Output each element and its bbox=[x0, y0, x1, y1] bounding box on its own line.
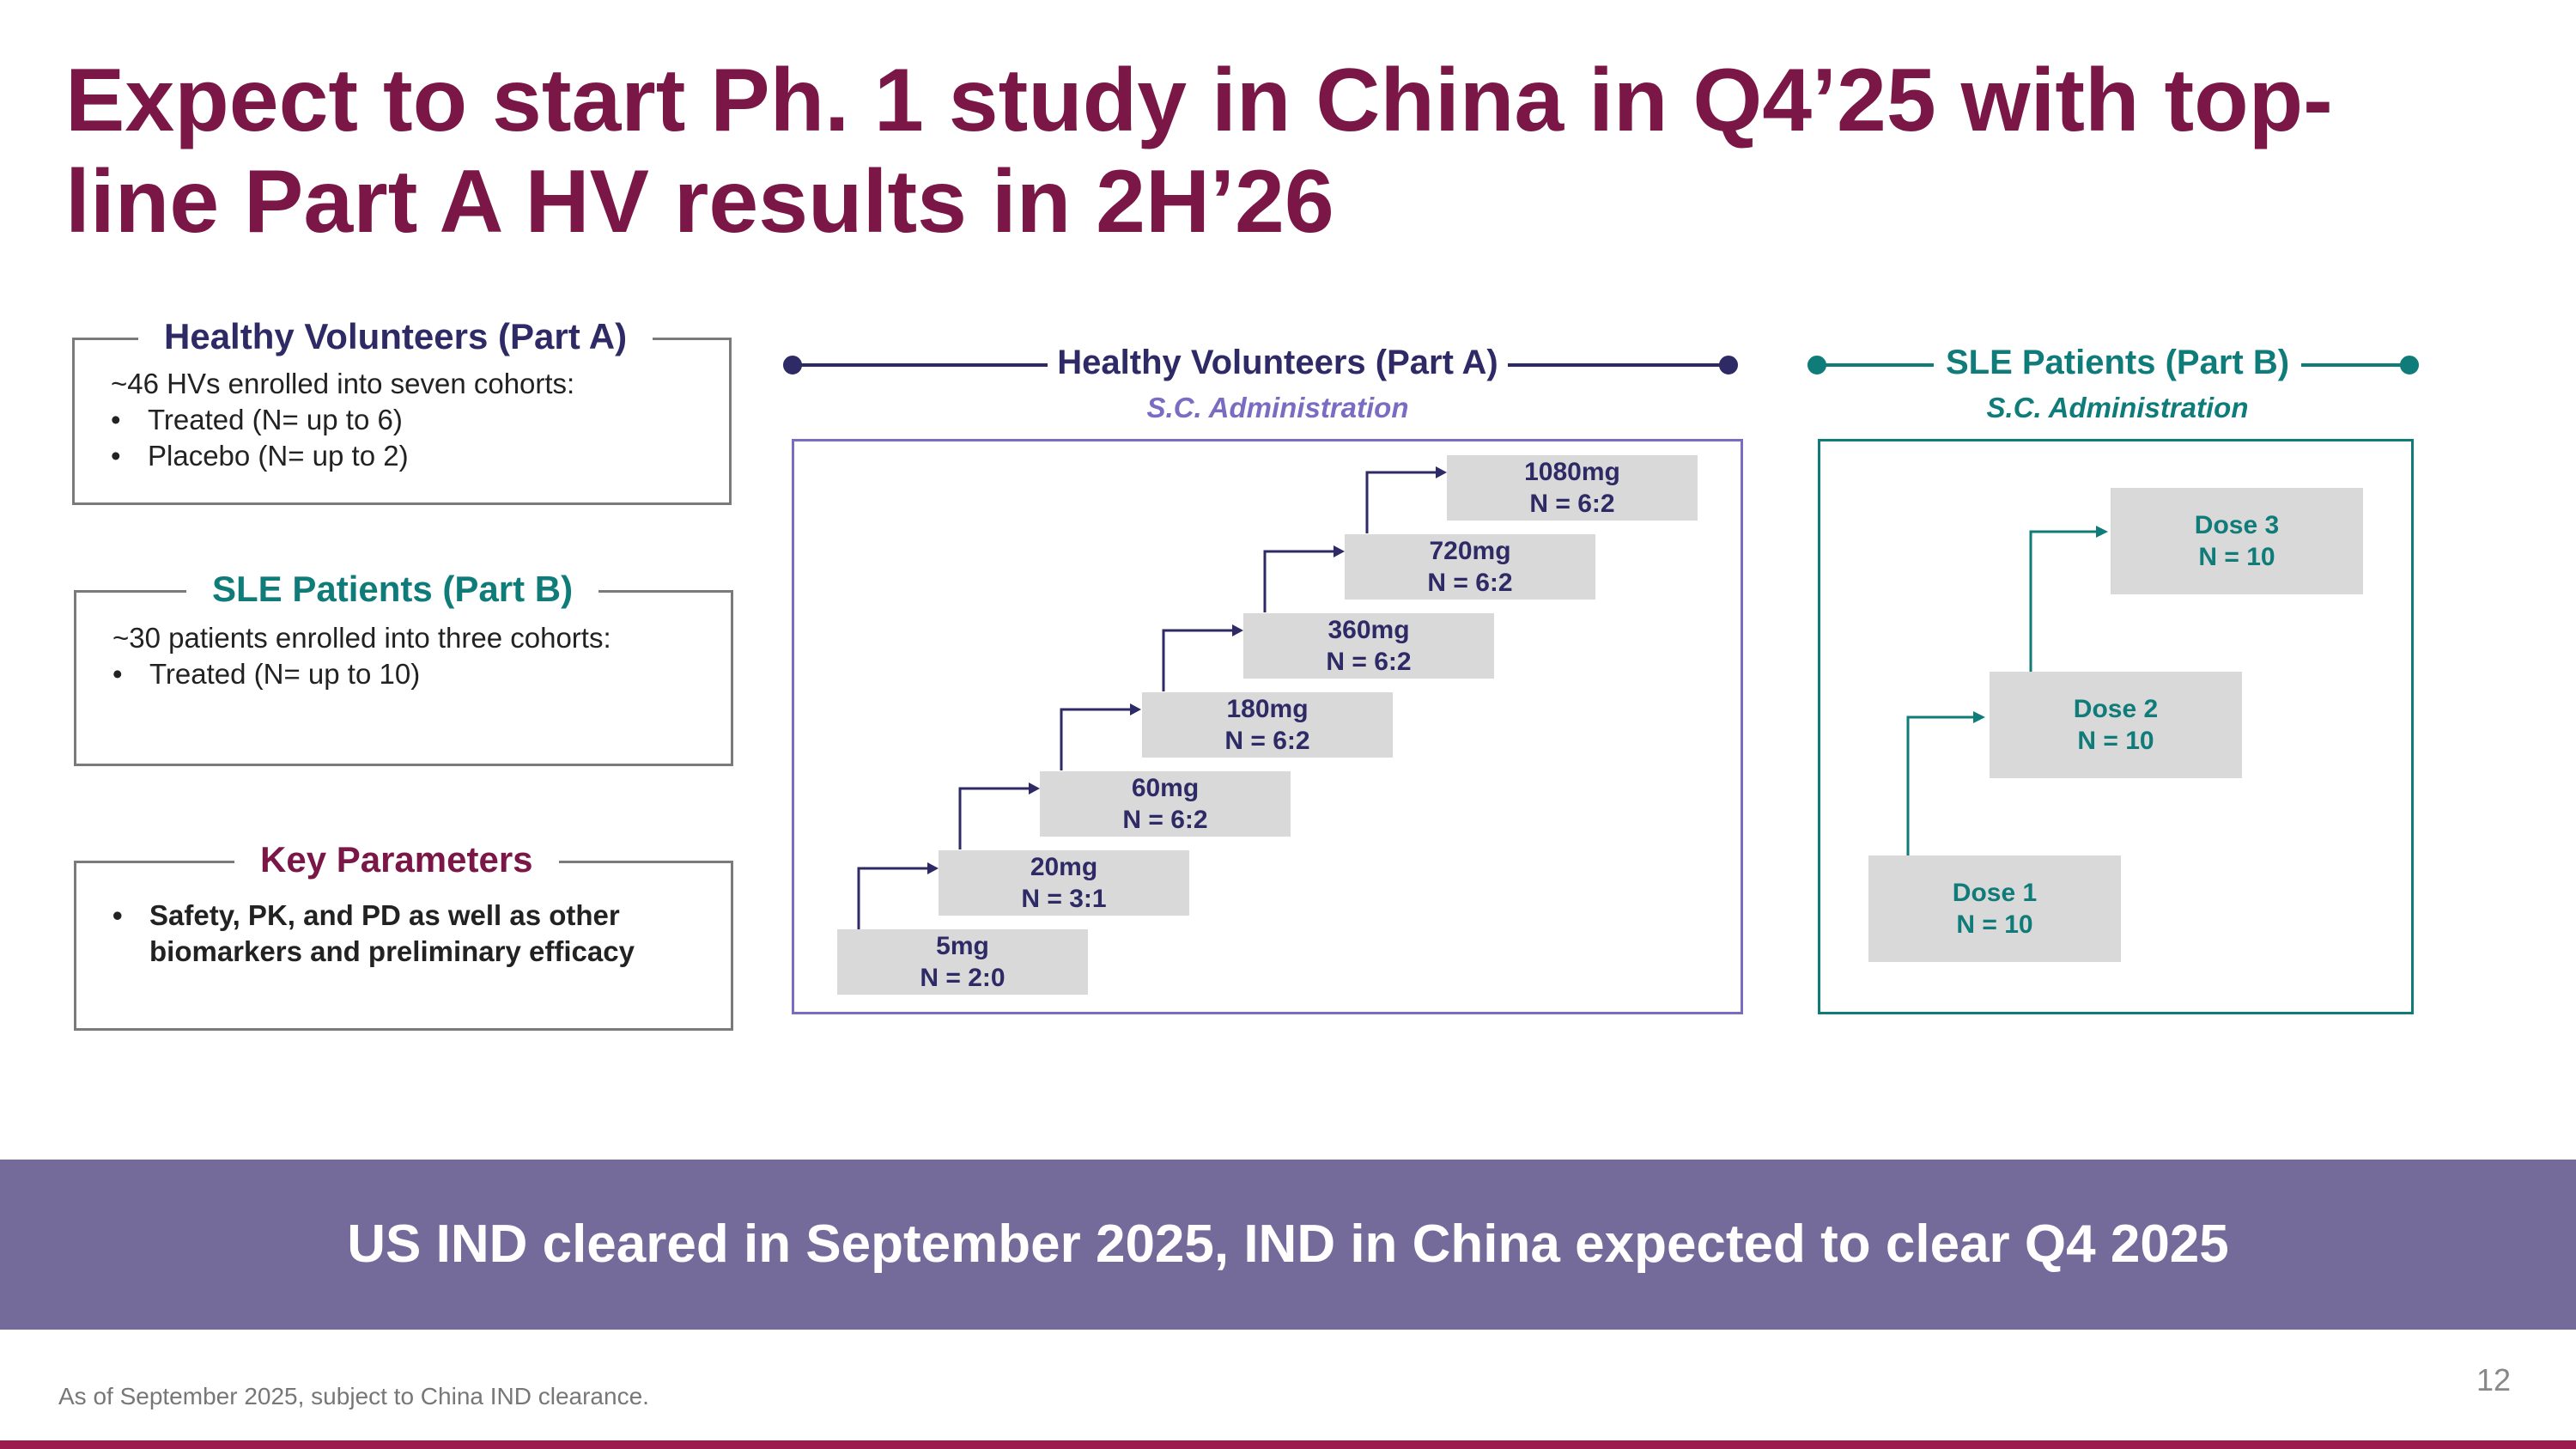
sle-cohort-dose-2: Dose 2 N = 10 bbox=[1990, 672, 2242, 778]
sle-header-dot-right bbox=[2400, 356, 2419, 374]
hv-cohort-n: N = 2:0 bbox=[920, 964, 1005, 992]
hv-cohort-dose: 20mg bbox=[1030, 853, 1098, 881]
hv-arrowhead bbox=[1436, 466, 1447, 478]
hv-header-dot-left bbox=[783, 356, 802, 374]
hv-info-bullet: Placebo (N= up to 2) bbox=[111, 438, 574, 474]
hv-arrowhead bbox=[927, 862, 939, 874]
hv-cohort-dose: 1080mg bbox=[1524, 458, 1620, 486]
sle-step-arrow bbox=[2029, 530, 2098, 672]
hv-cohort-n: N = 6:2 bbox=[1427, 569, 1513, 597]
sle-info-intro: ~30 patients enrolled into three cohorts… bbox=[112, 622, 611, 654]
params-bullet: Safety, PK, and PD as well as other biom… bbox=[112, 898, 696, 970]
hv-cohort-dose: 180mg bbox=[1226, 695, 1309, 723]
hv-cohort-60mg: 60mg N = 6:2 bbox=[1040, 771, 1291, 837]
hv-step-arrow bbox=[1263, 550, 1336, 612]
hv-cohort-dose: 720mg bbox=[1429, 537, 1511, 565]
hv-info-heading: Healthy Volunteers (Part A) bbox=[138, 314, 653, 359]
sle-cohort-n: N = 10 bbox=[2198, 543, 2275, 571]
hv-info-panel: Healthy Volunteers (Part A) ~46 HVs enro… bbox=[72, 314, 732, 505]
slide-title: Expect to start Ph. 1 study in China in … bbox=[65, 51, 2333, 252]
sle-arrowhead bbox=[1973, 711, 1985, 723]
params-heading: Key Parameters bbox=[234, 837, 559, 882]
sle-arrowhead bbox=[2096, 526, 2108, 538]
sle-info-heading: SLE Patients (Part B) bbox=[186, 567, 599, 612]
hv-arrowhead bbox=[1334, 545, 1345, 557]
hv-step-arrow bbox=[958, 787, 1031, 849]
sle-diagram-route: S.C. Administration bbox=[1986, 392, 2249, 423]
hv-cohort-180mg: 180mg N = 6:2 bbox=[1142, 692, 1393, 758]
sle-cohort-n: N = 10 bbox=[1956, 910, 2033, 939]
hv-step-arrow bbox=[1060, 708, 1133, 770]
hv-cohort-360mg: 360mg N = 6:2 bbox=[1243, 613, 1494, 679]
hv-diagram-heading: Healthy Volunteers (Part A) bbox=[1057, 344, 1498, 381]
hv-cohort-1080mg: 1080mg N = 6:2 bbox=[1447, 455, 1698, 521]
hv-step-arrow bbox=[1365, 471, 1438, 533]
hv-arrowhead bbox=[1130, 703, 1141, 715]
page-number: 12 bbox=[2476, 1362, 2511, 1397]
params-panel: Key Parameters Safety, PK, and PD as wel… bbox=[74, 837, 733, 1031]
hv-cohort-n: N = 3:1 bbox=[1021, 885, 1107, 913]
sle-info-panel: SLE Patients (Part B) ~30 patients enrol… bbox=[74, 567, 733, 766]
sle-info-bullet: Treated (N= up to 10) bbox=[112, 656, 611, 692]
sle-info-text: ~30 patients enrolled into three cohorts… bbox=[112, 620, 611, 692]
sle-header-dot-left bbox=[1807, 356, 1826, 374]
sle-cohort-dose: Dose 2 bbox=[2073, 695, 2159, 723]
hv-diagram-route: S.C. Administration bbox=[1146, 392, 1409, 423]
sle-diagram-heading: SLE Patients (Part B) bbox=[1945, 344, 2290, 381]
hv-step-arrow bbox=[857, 867, 930, 929]
sle-cohort-dose: Dose 1 bbox=[1952, 879, 2038, 907]
hv-info-text: ~46 HVs enrolled into seven cohorts: Tre… bbox=[111, 366, 574, 474]
sle-cohort-dose-3: Dose 3 N = 10 bbox=[2111, 488, 2363, 594]
hv-cohort-n: N = 6:2 bbox=[1122, 806, 1208, 834]
footnote: As of September 2025, subject to China I… bbox=[58, 1383, 649, 1409]
hv-cohort-5mg: 5mg N = 2:0 bbox=[837, 929, 1088, 995]
bottom-accent-bar bbox=[0, 1440, 2576, 1449]
hv-cohort-dose: 5mg bbox=[936, 932, 989, 960]
hv-cohort-n: N = 6:2 bbox=[1326, 648, 1412, 676]
hv-info-intro: ~46 HVs enrolled into seven cohorts: bbox=[111, 368, 575, 399]
hv-cohort-n: N = 6:2 bbox=[1529, 490, 1615, 518]
sle-cohort-n: N = 10 bbox=[2077, 727, 2154, 755]
hv-cohort-dose: 360mg bbox=[1327, 616, 1410, 644]
hv-cohort-720mg: 720mg N = 6:2 bbox=[1345, 534, 1595, 600]
sle-step-arrow bbox=[1906, 715, 1975, 855]
hv-arrowhead bbox=[1029, 782, 1040, 795]
hv-header-dot-right bbox=[1719, 356, 1738, 374]
sle-cohort-dose: Dose 3 bbox=[2194, 511, 2280, 539]
ind-status-banner: US IND cleared in September 2025, IND in… bbox=[0, 1160, 2576, 1330]
hv-step-arrow bbox=[1162, 629, 1235, 691]
hv-arrowhead bbox=[1232, 624, 1243, 636]
sle-cohort-dose-1: Dose 1 N = 10 bbox=[1868, 855, 2121, 962]
hv-info-bullet: Treated (N= up to 6) bbox=[111, 402, 574, 438]
sle-diagram-box bbox=[1818, 439, 2414, 1014]
hv-cohort-20mg: 20mg N = 3:1 bbox=[939, 850, 1189, 916]
params-text: Safety, PK, and PD as well as other biom… bbox=[112, 898, 696, 970]
hv-diagram-box bbox=[792, 439, 1743, 1014]
hv-cohort-dose: 60mg bbox=[1131, 774, 1200, 802]
hv-cohort-n: N = 6:2 bbox=[1224, 727, 1310, 755]
